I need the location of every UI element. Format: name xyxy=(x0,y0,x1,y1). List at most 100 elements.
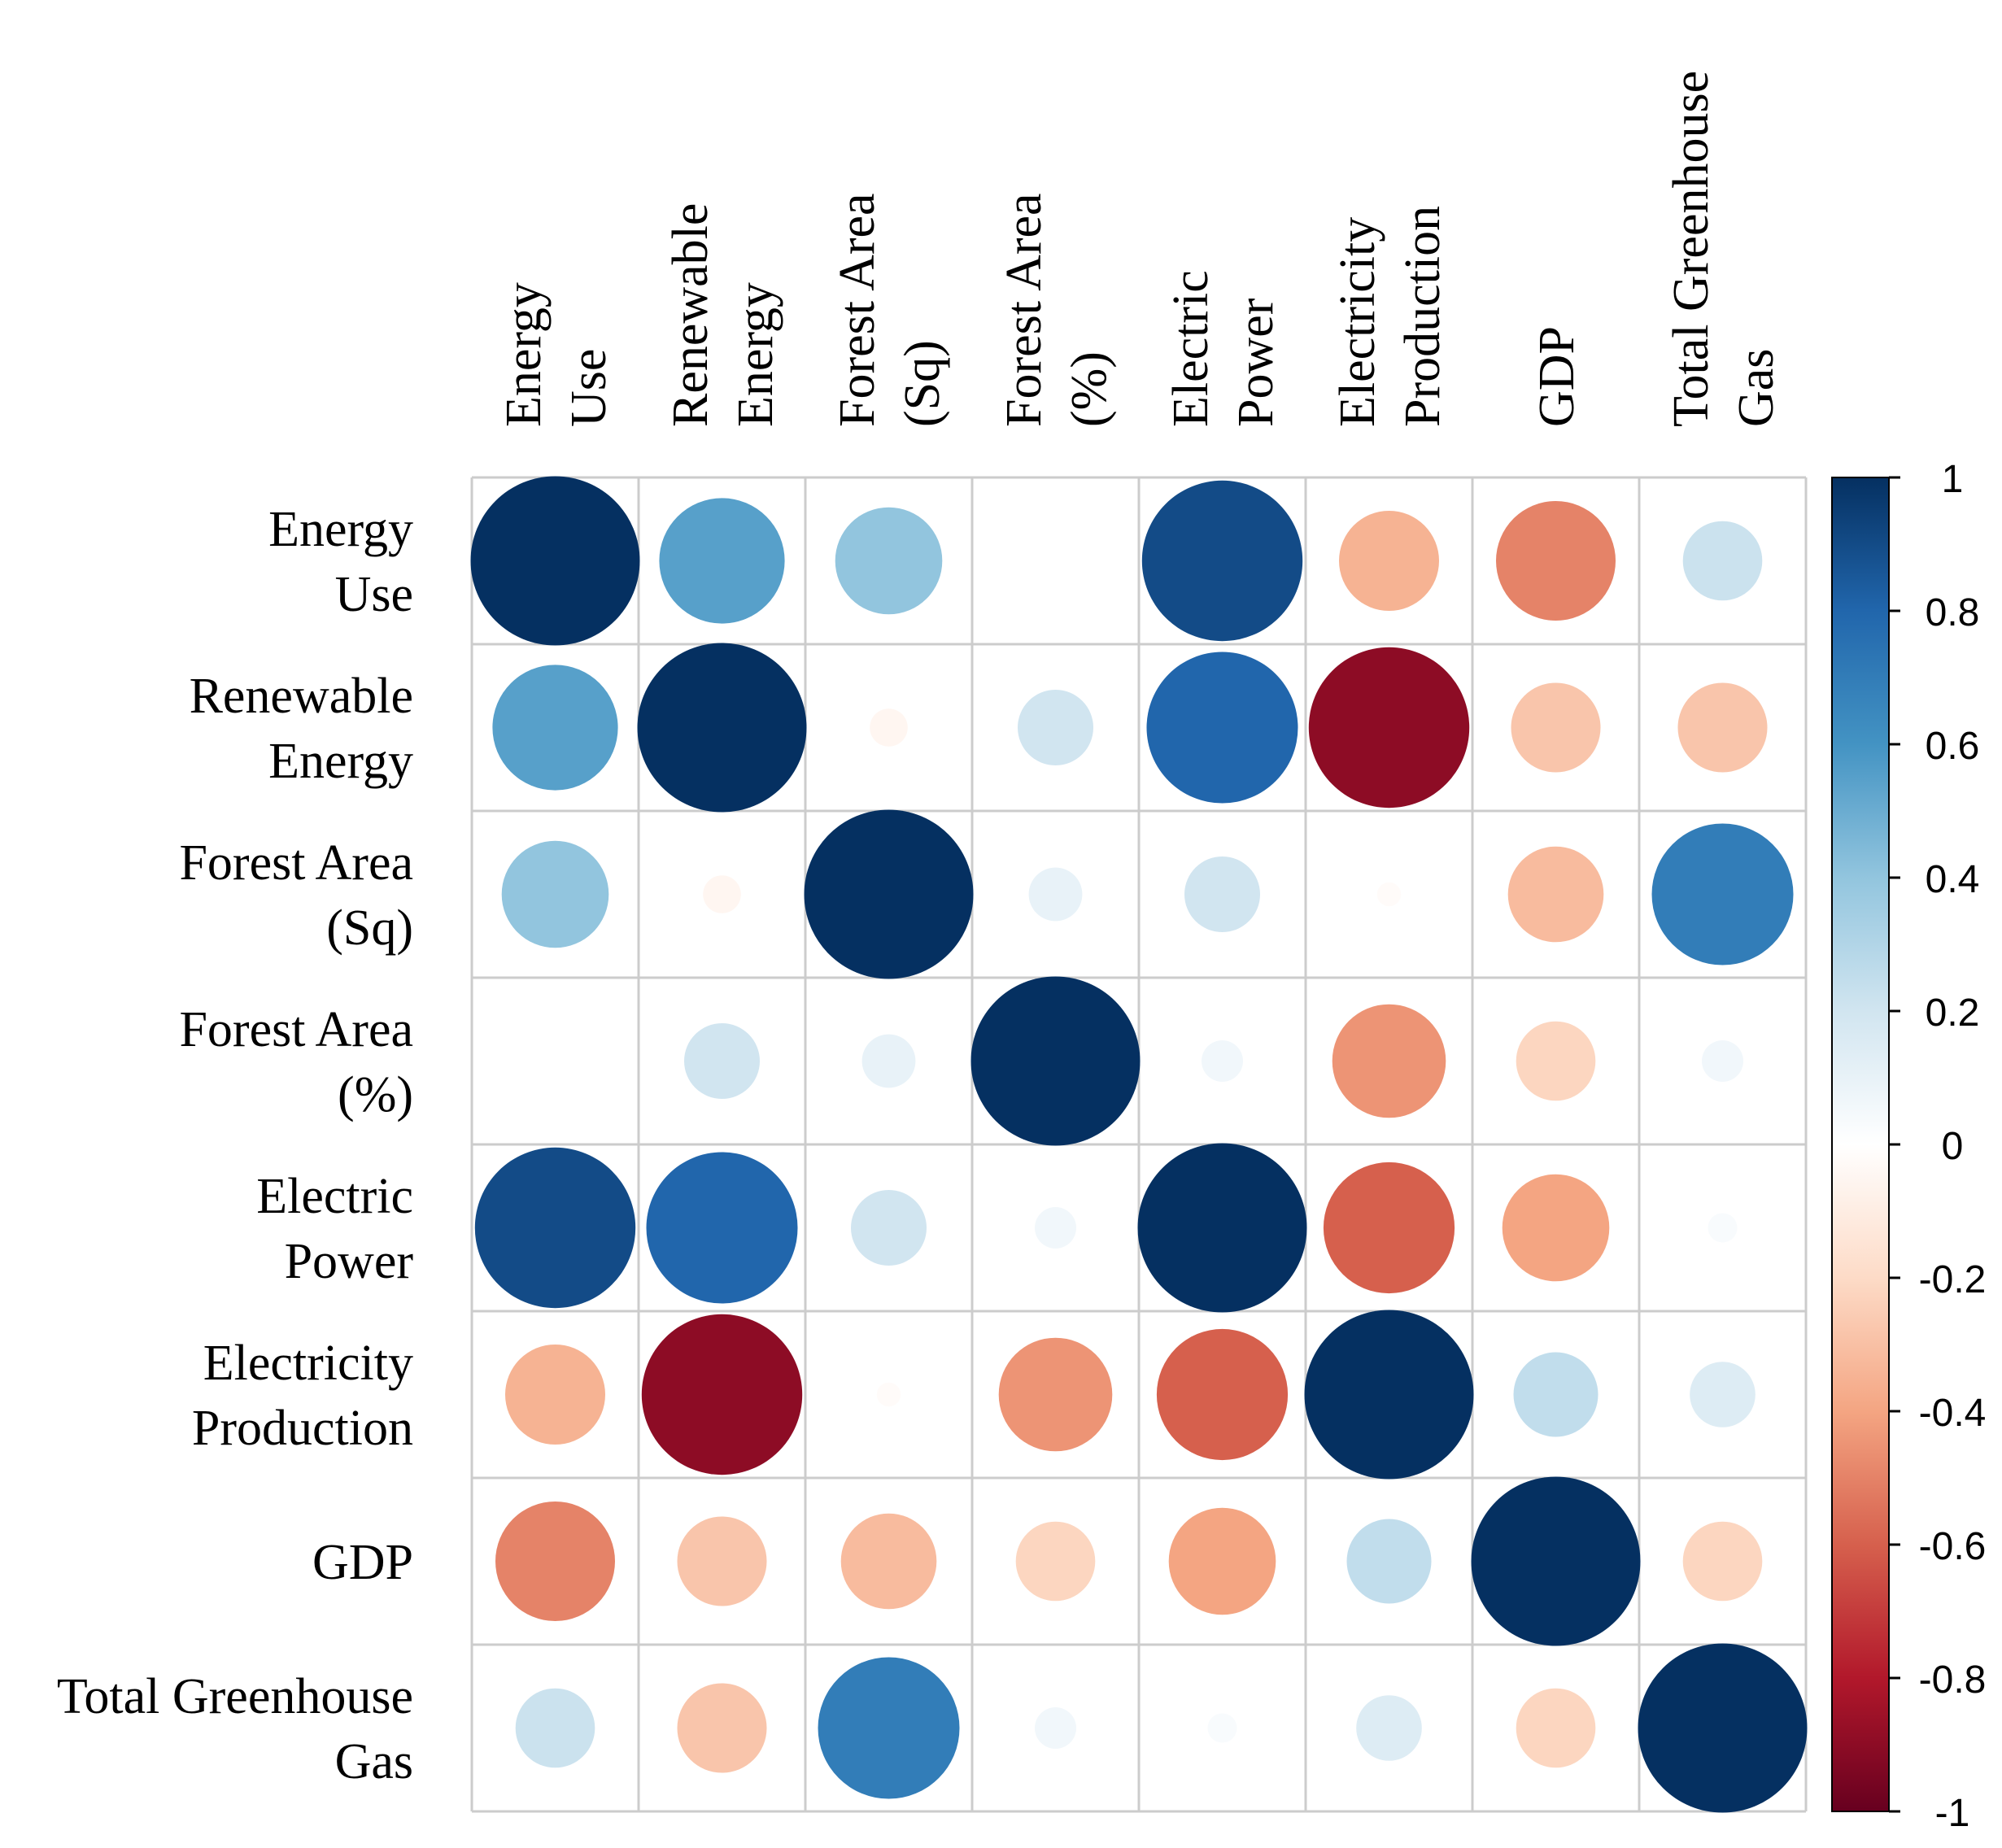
row-label-5-line-0: Electricity xyxy=(203,1336,413,1391)
row-label-4-line-1: Power xyxy=(285,1234,414,1289)
row-labels: Energy Use Renewable Energy Forest Area (Sq) F… xyxy=(57,502,413,1789)
row-label-7-line-1: Gas xyxy=(335,1734,413,1789)
row-label-7-line-0: Total Greenhouse xyxy=(57,1669,413,1724)
correlation-circle-r3-c7 xyxy=(1702,1040,1743,1082)
correlation-circle-r2-c7 xyxy=(1651,823,1794,965)
correlation-circle-r0-c4 xyxy=(1141,480,1303,642)
correlation-circle-r5-c4 xyxy=(1156,1328,1289,1461)
correlation-circle-r3-c5 xyxy=(1332,1004,1446,1118)
correlation-circle-r0-c7 xyxy=(1682,521,1763,601)
column-label-1-line-1: Energy xyxy=(728,282,783,427)
column-labels: Energy Use Renewable Energy Forest Area (Sq) F… xyxy=(496,71,1784,427)
colorbar-tick-label: 0.6 xyxy=(1926,725,1980,768)
correlation-circle-r7-c3 xyxy=(1035,1707,1076,1749)
correlation-circle-r4-c6 xyxy=(1502,1174,1610,1282)
column-label-7-line-0: Total Greenhouse xyxy=(1664,71,1719,427)
colorbar-tick-label: 0.2 xyxy=(1926,992,1980,1035)
matrix-grid xyxy=(470,476,1808,1813)
colorbar-tick-label: 0 xyxy=(1942,1125,1964,1168)
correlation-circle-r4-c3 xyxy=(1035,1207,1076,1249)
colorbar-gradient xyxy=(1831,477,1890,1812)
correlation-circle-r7-c6 xyxy=(1516,1688,1596,1768)
column-label-2-line-1: (Sq) xyxy=(895,340,950,427)
correlation-circle-r1-c2 xyxy=(870,708,908,747)
correlation-circle-r4-c1 xyxy=(646,1152,798,1304)
column-label-3-line-0: Forest Area xyxy=(997,193,1052,427)
column-label-7-line-1: Gas xyxy=(1729,349,1784,427)
colorbar-tick-label: -1 xyxy=(1935,1792,1970,1835)
correlation-circle-r6-c1 xyxy=(677,1516,767,1606)
correlation-circle-r4-c7 xyxy=(1708,1213,1738,1243)
colorbar-tick-label: 1 xyxy=(1942,458,1964,501)
correlation-circle-r5-c1 xyxy=(641,1314,803,1475)
correlation-circle-r4-c4 xyxy=(1137,1143,1307,1313)
correlation-circle-r1-c4 xyxy=(1146,652,1298,804)
correlation-circle-r6-c7 xyxy=(1682,1521,1763,1602)
row-label-2-line-1: (Sq) xyxy=(326,900,413,956)
correlation-circle-r7-c0 xyxy=(515,1688,595,1768)
correlation-circle-r1-c5 xyxy=(1308,647,1470,808)
row-label-4-line-0: Electric xyxy=(256,1169,413,1224)
column-label-0-line-0: Energy xyxy=(496,282,552,427)
matrix-circles xyxy=(470,476,1808,1813)
correlation-circle-r3-c4 xyxy=(1202,1040,1243,1082)
correlation-circle-r2-c3 xyxy=(1028,867,1083,922)
correlation-circle-r7-c5 xyxy=(1356,1695,1422,1761)
correlation-circle-r5-c2 xyxy=(876,1382,901,1407)
correlation-circle-r0-c6 xyxy=(1496,501,1616,621)
correlation-circle-r6-c4 xyxy=(1168,1507,1276,1615)
correlation-circle-r5-c3 xyxy=(998,1337,1113,1452)
correlation-circle-r6-c6 xyxy=(1471,1476,1641,1646)
correlation-circle-r3-c1 xyxy=(684,1023,760,1099)
correlation-circle-r4-c5 xyxy=(1323,1162,1455,1294)
correlation-circle-r7-c2 xyxy=(818,1657,960,1799)
correlation-circle-r5-c7 xyxy=(1690,1362,1756,1427)
correlation-circle-r0-c5 xyxy=(1339,511,1439,611)
colorbar: 1 0.8 0.6 0.4 0.2 0 -0.2 -0.4 -0.6 -0.8 -1 xyxy=(1831,458,1987,1835)
colorbar-tick-label: -0.4 xyxy=(1919,1392,1987,1435)
colorbar-tick-label: -0.2 xyxy=(1919,1258,1987,1301)
colorbar-tick-label: -0.6 xyxy=(1919,1525,1987,1568)
column-label-3-line-1: (%) xyxy=(1062,351,1117,427)
row-label-1-line-0: Renewable xyxy=(190,669,413,724)
correlation-circle-r3-c2 xyxy=(861,1034,916,1088)
row-label-5-line-1: Production xyxy=(192,1401,413,1456)
correlation-circle-r1-c1 xyxy=(637,643,807,813)
correlation-circle-r7-c1 xyxy=(677,1683,767,1773)
column-label-0-line-1: Use xyxy=(561,349,617,427)
column-label-2-line-0: Forest Area xyxy=(830,193,885,427)
correlation-circle-r2-c2 xyxy=(804,809,974,979)
correlation-circle-r1-c3 xyxy=(1018,690,1093,765)
row-label-0-line-1: Use xyxy=(335,567,413,622)
column-label-6-line-0: GDP xyxy=(1529,326,1585,427)
correlation-circle-r3-c3 xyxy=(970,976,1141,1146)
column-label-1-line-0: Renewable xyxy=(663,203,718,427)
correlation-circle-r4-c2 xyxy=(851,1190,927,1266)
correlation-circle-r2-c4 xyxy=(1184,856,1260,932)
correlation-circle-r6-c5 xyxy=(1346,1519,1432,1604)
correlation-circle-r5-c6 xyxy=(1513,1352,1599,1437)
correlation-circle-r2-c1 xyxy=(703,875,741,913)
colorbar-tick-label: -0.8 xyxy=(1919,1658,1987,1702)
correlation-circle-r6-c2 xyxy=(840,1513,937,1610)
correlation-circle-r7-c4 xyxy=(1207,1713,1237,1743)
row-label-2-line-0: Forest Area xyxy=(179,835,413,891)
correlation-circle-r1-c0 xyxy=(492,665,618,791)
column-label-5-line-0: Electricity xyxy=(1330,217,1385,427)
correlation-circle-r4-c0 xyxy=(474,1147,636,1309)
correlation-circle-r6-c3 xyxy=(1015,1521,1096,1602)
correlation-circle-r2-c0 xyxy=(501,840,609,948)
correlation-circle-r7-c7 xyxy=(1638,1643,1808,1813)
row-label-1-line-1: Energy xyxy=(268,734,413,789)
correlation-circle-r0-c1 xyxy=(659,498,785,624)
correlation-circle-r3-c6 xyxy=(1516,1021,1596,1101)
correlation-circle-r1-c7 xyxy=(1677,682,1768,773)
row-label-3-line-1: (%) xyxy=(338,1067,413,1122)
colorbar-tick-label: 0.4 xyxy=(1926,858,1980,901)
correlation-circle-r0-c0 xyxy=(470,476,640,646)
row-label-3-line-0: Forest Area xyxy=(179,1002,413,1057)
column-label-4-line-0: Electric xyxy=(1163,270,1219,427)
correlation-circle-r6-c0 xyxy=(495,1502,615,1621)
colorbar-tick-label: 0.8 xyxy=(1926,591,1980,634)
